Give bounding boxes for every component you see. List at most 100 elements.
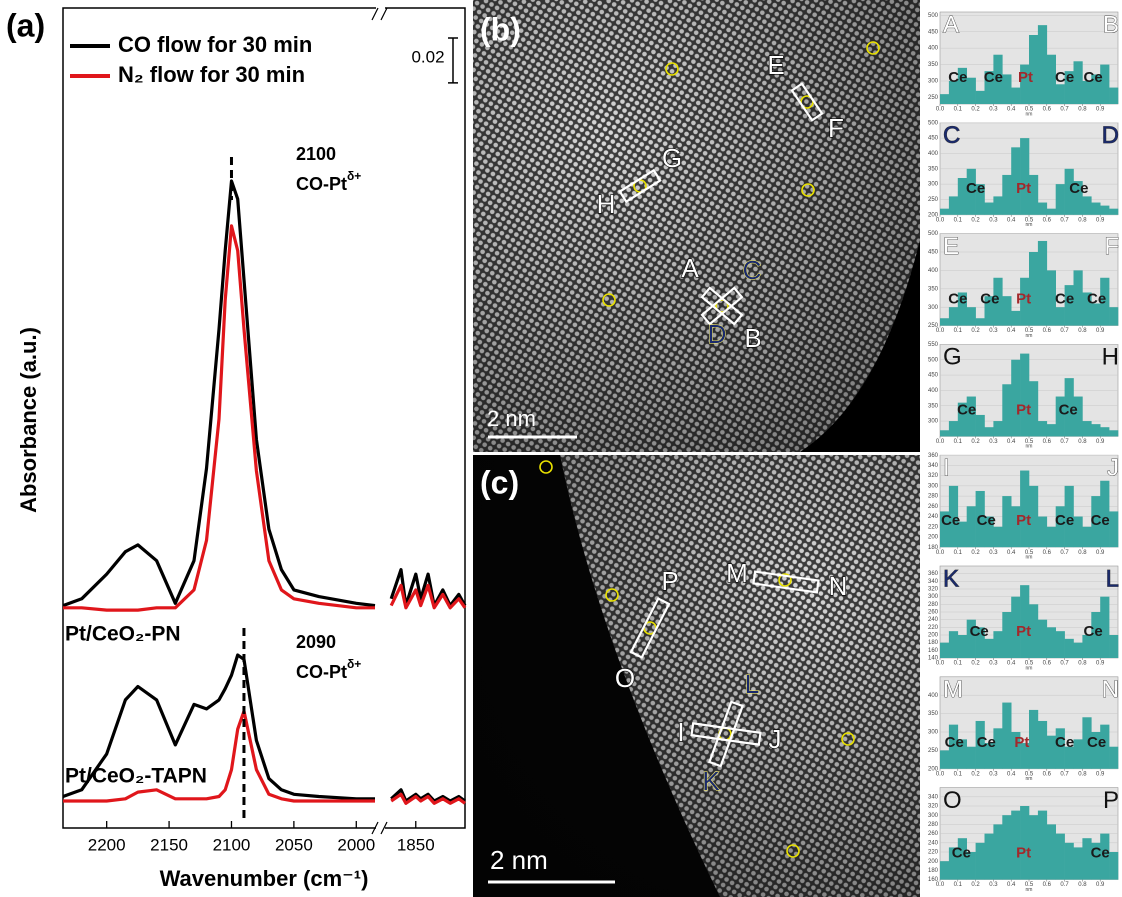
x-tick-label: 0.6 <box>1043 439 1052 445</box>
y-tick-label: 160 <box>928 877 939 883</box>
profile-start: I <box>943 455 950 482</box>
x-tick-label: 0.2 <box>971 439 980 445</box>
marker-letter: K <box>702 766 720 796</box>
x-tick-label: 2000 <box>337 835 375 854</box>
y-tick-label: 250 <box>928 197 939 203</box>
profile-bar <box>993 277 1003 326</box>
x-tick-label: 2150 <box>150 835 188 854</box>
x-tick-label: 0.9 <box>1096 661 1105 667</box>
peak-label: Ce <box>1055 512 1074 529</box>
peak-label: Pt <box>1016 512 1031 529</box>
peak-label: Ce <box>1055 291 1074 308</box>
profile-bar <box>1064 842 1074 880</box>
profile-bar <box>1073 181 1083 215</box>
profile-bar <box>1064 285 1074 326</box>
x-tick-label: 0.5 <box>1025 217 1034 223</box>
profile-bar <box>1002 174 1012 215</box>
peak-label: Ce <box>1083 623 1102 640</box>
x-tick-label: 0.1 <box>954 550 963 556</box>
x-tick-label: 0.5 <box>1025 107 1034 113</box>
spectrum-line <box>62 653 375 801</box>
marker-letter: N <box>829 571 848 601</box>
marker-letter: G <box>662 143 682 173</box>
x-tick-label: 0.6 <box>1043 217 1052 223</box>
x-tick-label: 0.4 <box>1007 771 1016 777</box>
x-axis-label: Wavenumber (cm⁻¹) <box>160 866 369 891</box>
profile-bar <box>957 402 967 437</box>
profile-bar <box>1046 526 1056 548</box>
x-tick-label: 0.3 <box>989 550 998 556</box>
profile-bar <box>1046 208 1056 215</box>
x-tick-label: 0.1 <box>954 661 963 667</box>
y-tick-label: 200 <box>928 535 939 541</box>
profile-bar <box>984 71 994 104</box>
x-tick-label: 0.6 <box>1043 107 1052 113</box>
y-tick-label: 300 <box>928 305 939 311</box>
x-tick-label: 0.6 <box>1043 328 1052 334</box>
x-tick-label: 0.3 <box>989 217 998 223</box>
y-tick-label: 260 <box>928 831 939 837</box>
profile-bar <box>940 511 950 548</box>
x-tick-label: 0.9 <box>1096 217 1105 223</box>
profile-bar <box>1029 174 1039 215</box>
profile-bar <box>948 307 959 326</box>
profile-bar <box>948 421 959 437</box>
profile-bar <box>1100 833 1110 880</box>
y-tick-label: 200 <box>928 859 939 865</box>
x-tick-label: 0.8 <box>1078 771 1087 777</box>
y-tick-label: 350 <box>928 711 939 717</box>
profile-bar <box>1073 270 1083 326</box>
profile-bar <box>1082 196 1092 215</box>
x-tick-label: 0.7 <box>1060 107 1069 113</box>
spectrum-line <box>63 709 375 803</box>
species: CO-Pt <box>296 662 347 682</box>
profile-end: L <box>1106 565 1119 592</box>
profile-end: P <box>1103 787 1119 814</box>
marker-letter: L <box>745 669 759 699</box>
profile-bar <box>1020 806 1030 880</box>
profile-bar <box>1037 720 1048 769</box>
profile-bar <box>1091 74 1101 104</box>
x-tick-label: 0.6 <box>1043 661 1052 667</box>
y-tick-label: 350 <box>928 166 939 172</box>
profile-bar <box>993 196 1003 215</box>
profile-bar <box>948 847 959 880</box>
y-tick-label: 250 <box>928 95 939 101</box>
profile-bar <box>1029 485 1039 548</box>
peak-label: Ce <box>957 401 976 418</box>
profile-bar <box>984 202 994 215</box>
sample-label: Pt/CeO₂-PN <box>65 623 181 646</box>
x-tick-label: 0.3 <box>989 882 998 888</box>
x-tick-label: 0.3 <box>989 771 998 777</box>
profile-bar <box>1029 604 1039 658</box>
profile-end: D <box>1102 122 1119 149</box>
profile-bar <box>1046 627 1056 658</box>
peak-label: Ce <box>948 291 967 308</box>
x-tick-label: 0.3 <box>989 107 998 113</box>
profile-bar <box>1037 421 1048 437</box>
y-tick-label: 350 <box>928 403 939 409</box>
y-tick-label: 450 <box>928 373 939 379</box>
x-tick-label: 0.7 <box>1060 550 1069 556</box>
profile-bar <box>1091 424 1101 437</box>
profile-bar <box>1100 205 1110 215</box>
marker-letter: I <box>677 717 684 747</box>
profile-bar <box>957 838 967 880</box>
profile-bar <box>1029 815 1039 880</box>
y-tick-label: 200 <box>928 212 939 218</box>
profile-bar <box>984 833 994 880</box>
profile-bar <box>1091 842 1101 880</box>
profile-bar <box>1002 74 1012 104</box>
profile-bar <box>1055 728 1065 769</box>
profile-bar <box>1011 310 1021 326</box>
spectrum-line <box>63 224 375 612</box>
marker-letter: F <box>828 113 844 143</box>
peak-label: Ce <box>980 291 999 308</box>
y-tick-label: 220 <box>928 625 939 631</box>
x-tick-label: 0.1 <box>954 107 963 113</box>
peak-label: Pt <box>1016 401 1031 418</box>
x-tick-label: 0.1 <box>954 882 963 888</box>
profile-bar <box>1011 87 1021 104</box>
profile-bar <box>966 77 976 104</box>
peak-label: Ce <box>977 734 996 751</box>
